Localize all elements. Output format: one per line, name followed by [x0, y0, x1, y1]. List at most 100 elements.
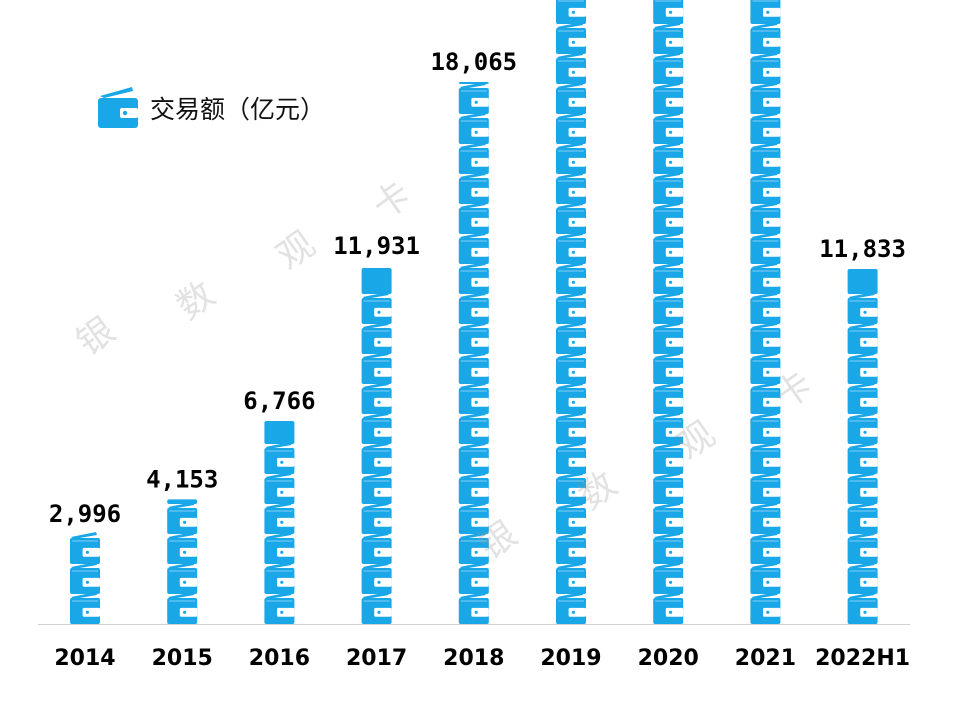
bar: [847, 269, 878, 624]
wallet-icon: [653, 292, 684, 324]
wallet-icon: [167, 562, 198, 594]
wallet-icon: [167, 499, 198, 504]
wallet-icon: [458, 502, 489, 534]
wallet-icon: [264, 442, 295, 474]
wallet-icon: [167, 532, 198, 564]
wallet-icon: [556, 412, 586, 444]
wallet-icon: [556, 172, 586, 204]
wallet-icon: [361, 532, 392, 564]
wallet-icon: [556, 502, 586, 534]
wallet-icon: [653, 82, 684, 114]
x-tick-label: 2020: [638, 646, 699, 671]
wallet-icon: [750, 232, 781, 264]
wallet-icon: [361, 352, 392, 384]
bars-layer: [70, 0, 878, 624]
x-tick-label: 2014: [54, 646, 115, 671]
wallet-icon: [653, 232, 684, 264]
wallet-icon: [653, 472, 684, 504]
wallet-icon: [458, 232, 489, 264]
wallet-icon: [847, 412, 878, 444]
bar: [70, 532, 100, 624]
wallet-icon: [653, 262, 684, 294]
wallet-icon: [750, 322, 781, 354]
wallet-icon: [750, 562, 781, 594]
x-tick-label: 2018: [443, 646, 504, 671]
wallet-icon: [361, 442, 392, 474]
wallet-icon: [847, 472, 878, 504]
wallet-icon: [458, 442, 489, 474]
wallet-icon: [556, 262, 586, 294]
x-tick-label: 2022H1: [815, 646, 910, 671]
wallet-icon: [750, 0, 781, 24]
x-tick-label: 2015: [152, 646, 213, 671]
data-label: 18,065: [430, 48, 517, 76]
wallet-icon: [361, 502, 392, 534]
wallet-icon: [653, 52, 684, 84]
wallet-icon: [264, 421, 295, 444]
wallet-icon: [653, 22, 684, 54]
wallet-icon: [750, 142, 781, 174]
wallet-icon: [556, 202, 586, 234]
data-label: 6,766: [243, 387, 315, 415]
wallet-icon: [653, 172, 684, 204]
wallet-icon: [556, 352, 586, 384]
wallet-icon: [264, 502, 295, 534]
wallet-icon: [458, 142, 489, 174]
wallet-icon: [653, 0, 684, 24]
x-tick-label: 2017: [346, 646, 407, 671]
x-tick-labels-layer: 2014 2015 2016 2017 2018 2019 2020 2021 2022H1: [54, 646, 910, 671]
bar: [167, 499, 198, 624]
wallet-icon: [98, 87, 138, 128]
wallet-icon: [847, 502, 878, 534]
wallet-icon: [361, 472, 392, 504]
wallet-icon: [556, 562, 586, 594]
wallet-icon: [653, 562, 684, 594]
wallet-icon: [264, 562, 295, 594]
wallet-icon: [458, 172, 489, 204]
wallet-icon: [556, 322, 586, 354]
wallet-icon: [361, 268, 392, 294]
wallet-icon: [750, 412, 781, 444]
wallet-icon: [556, 82, 586, 114]
wallet-icon: [361, 412, 392, 444]
data-label: 4,153: [146, 465, 218, 493]
wallet-icon: [361, 562, 392, 594]
wallet-icon: [556, 52, 586, 84]
wallet-icon: [361, 322, 392, 354]
wallet-icon: [847, 382, 878, 414]
wallet-icon: [653, 532, 684, 564]
wallet-icon: [361, 382, 392, 414]
wallet-icon: [556, 382, 586, 414]
x-tick-label: 2016: [249, 646, 310, 671]
wallet-icon: [264, 592, 295, 624]
wallet-icon: [458, 82, 489, 84]
wallet-icon: [556, 112, 586, 144]
wallet-icon: [653, 592, 684, 624]
wallet-icon: [556, 472, 586, 504]
wallet-icon: [458, 112, 489, 144]
wallet-icon: [750, 352, 781, 384]
wallet-icon: [750, 472, 781, 504]
wallet-icon: [750, 202, 781, 234]
wallet-icon: [167, 502, 198, 534]
wallet-icon: [556, 0, 586, 24]
wallet-icon: [750, 82, 781, 114]
wallet-icon: [653, 202, 684, 234]
wallet-icon: [653, 352, 684, 384]
legend: 交易额（亿元）: [96, 86, 325, 130]
wallet-icon: [70, 562, 100, 594]
wallet-icon: [556, 592, 586, 624]
x-tick-label: 2021: [735, 646, 796, 671]
bar: [556, 0, 586, 624]
wallet-icon: [458, 472, 489, 504]
wallet-icon: [458, 292, 489, 324]
wallet-icon: [653, 412, 684, 444]
wallet-icon: [847, 269, 878, 294]
wallet-icon: [847, 592, 878, 624]
data-label: 11,833: [819, 235, 906, 263]
wallet-icon: [70, 532, 100, 564]
wallet-icon: [847, 442, 878, 474]
wallet-icon: [458, 202, 489, 234]
wallet-icon: [361, 292, 392, 324]
